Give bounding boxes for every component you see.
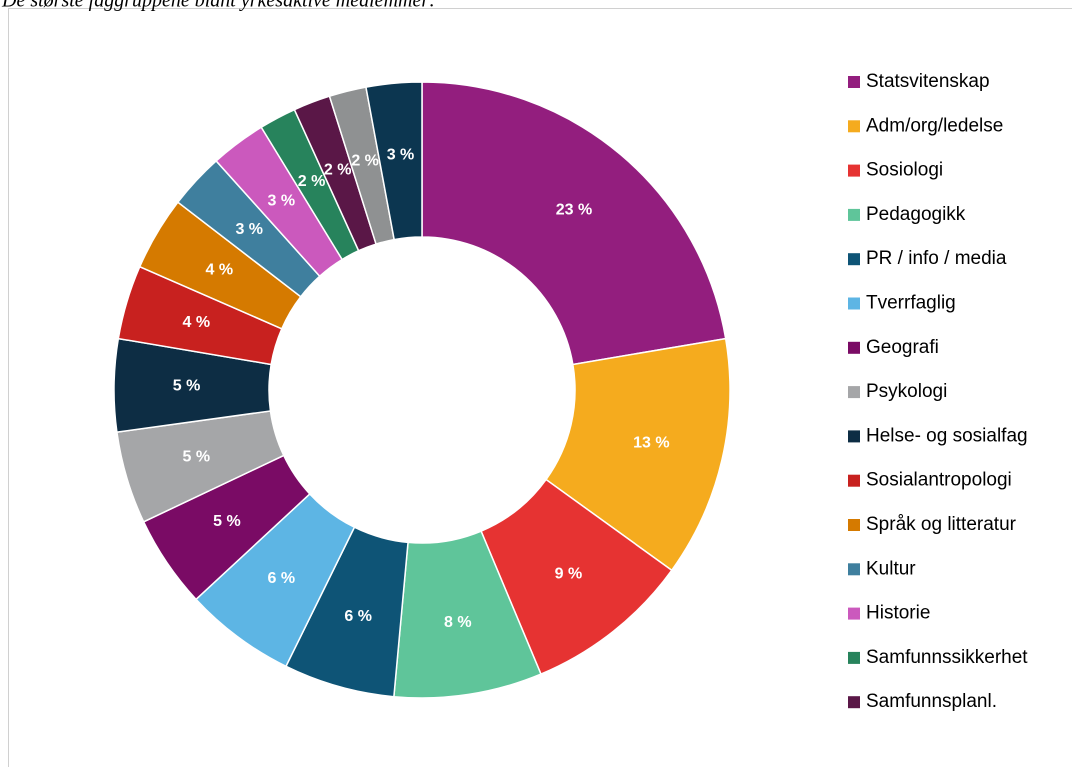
data-label: 5 % — [173, 378, 201, 395]
legend-swatch — [848, 76, 860, 88]
legend-label: Samfunnssikkerhet — [866, 647, 1028, 668]
data-label: 9 % — [555, 566, 583, 583]
legend-swatch — [848, 297, 860, 310]
data-label: 3 % — [387, 147, 415, 164]
data-label: 2 % — [298, 173, 326, 190]
slice — [365, 81, 423, 241]
legend-swatch — [848, 563, 860, 576]
data-label: 4 % — [183, 314, 211, 331]
legend-swatch — [848, 164, 860, 177]
legend-label: Helse- og sosialfag — [866, 425, 1028, 446]
legend-swatch — [848, 386, 860, 399]
legend-swatch — [848, 474, 860, 487]
legend-swatch — [848, 341, 860, 354]
legend-swatch — [848, 607, 860, 620]
legend-swatch — [848, 208, 860, 221]
data-label: 5 % — [183, 449, 211, 466]
legend-swatch — [848, 120, 860, 133]
legend-swatch — [848, 519, 860, 531]
legend-label: Statsvitenskap — [866, 71, 990, 92]
legend-label: Sosiologi — [866, 160, 943, 181]
legend-label: Geografi — [866, 337, 939, 358]
data-label: 6 % — [267, 570, 295, 587]
data-label: 2 % — [351, 153, 379, 170]
legend-label: Historie — [866, 603, 930, 624]
legend-swatch — [848, 696, 860, 709]
legend-swatch — [848, 651, 860, 664]
data-label: 4 % — [205, 261, 233, 278]
data-label: 5 % — [213, 513, 241, 530]
legend-label: Kultur — [866, 558, 916, 579]
data-label: 2 % — [324, 161, 352, 178]
legend-label: Sosialantropologi — [866, 470, 1012, 491]
legend-label: PR / info / media — [866, 248, 1007, 269]
data-label: 6 % — [344, 608, 372, 625]
data-label: 8 % — [444, 614, 472, 631]
data-label: 23 % — [556, 201, 592, 218]
legend-label: Tverrfaglig — [866, 293, 956, 314]
legend-label: Psykologi — [866, 381, 947, 402]
legend-label: Språk og litteratur — [866, 514, 1017, 535]
slice — [421, 81, 727, 366]
legend-swatch — [848, 430, 860, 443]
legend-label: Samfunnsplanl. — [866, 691, 997, 712]
chart-title: De største faggruppene blant yrkesaktive… — [1, 0, 436, 12]
data-label: 3 % — [267, 192, 295, 209]
legend-label: Pedagogikk — [866, 204, 966, 225]
data-label: 3 % — [235, 221, 263, 238]
legend-swatch — [848, 253, 860, 266]
data-label: 13 % — [633, 435, 669, 452]
legend-label: Adm/org/ledelse — [866, 115, 1003, 136]
